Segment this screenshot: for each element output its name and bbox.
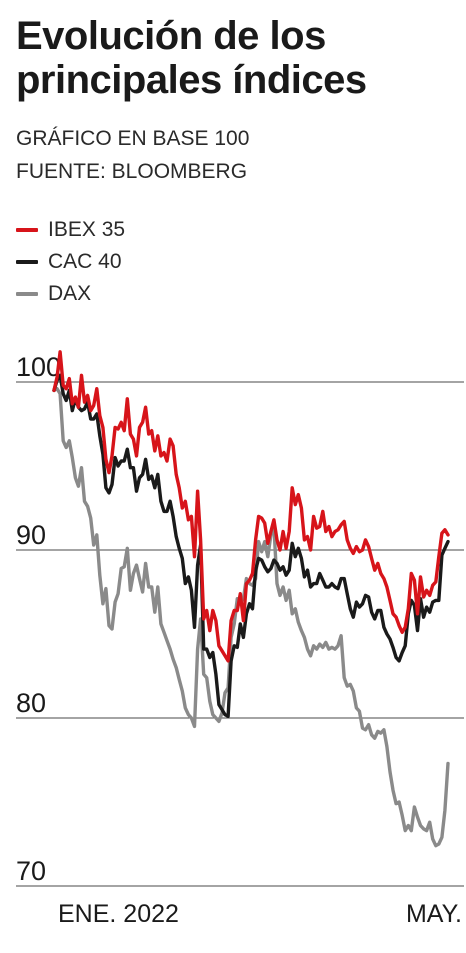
legend: IBEX 35 CAC 40 DAX	[16, 214, 125, 310]
series-layer	[52, 350, 450, 848]
legend-item-cac: CAC 40	[16, 246, 125, 278]
series-line-cac-40	[52, 373, 450, 718]
legend-label-cac: CAC 40	[48, 250, 122, 273]
legend-item-dax: DAX	[16, 278, 125, 310]
chart-source: FUENTE: BLOOMBERG	[16, 160, 248, 183]
legend-label-ibex: IBEX 35	[48, 218, 126, 241]
chart-title: Evolución de los principales índices	[16, 14, 367, 102]
chart-subtitle: GRÁFICO EN BASE 100	[16, 127, 250, 150]
x-axis-labels: ENE. 2022 MAY.	[58, 900, 462, 928]
grid-layer: 100 90 80 70	[16, 352, 464, 887]
legend-swatch-dax	[16, 292, 38, 296]
legend-swatch-ibex	[16, 228, 38, 232]
series-line-dax	[52, 387, 450, 848]
legend-swatch-cac	[16, 260, 38, 264]
x-tick-end: MAY.	[406, 900, 462, 928]
x-tick-start: ENE. 2022	[58, 900, 179, 928]
y-tick-90: 90	[16, 520, 46, 550]
y-tick-100: 100	[16, 352, 61, 382]
series-line-ibex-35	[52, 350, 450, 663]
y-tick-80: 80	[16, 688, 46, 718]
legend-item-ibex: IBEX 35	[16, 214, 125, 246]
y-tick-70: 70	[16, 856, 46, 886]
legend-label-dax: DAX	[48, 282, 92, 305]
